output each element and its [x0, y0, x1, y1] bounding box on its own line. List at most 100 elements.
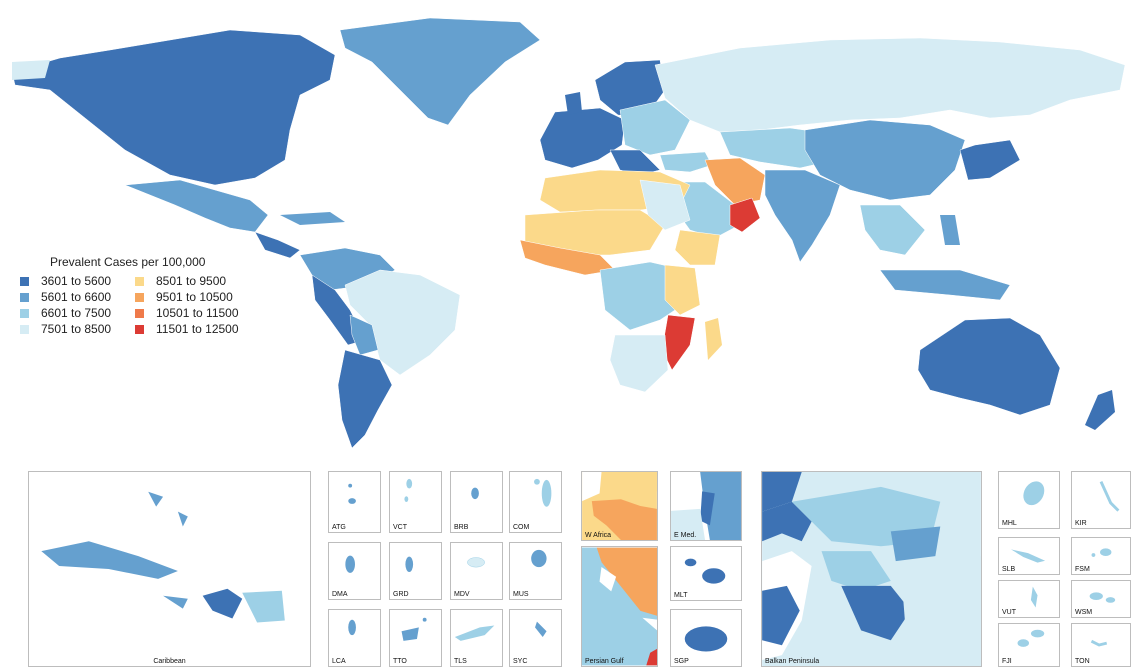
legend-entry: 5601 to 6600 [20, 289, 135, 305]
legend-entry: 3601 to 5600 [20, 273, 135, 289]
inset-sgp-label: SGP [674, 658, 689, 665]
inset-tls-label: TLS [454, 658, 467, 665]
legend-entry: 8501 to 9500 [135, 273, 265, 289]
world-choropleth-map [11, 17, 1126, 449]
inset-atg-label: ATG [332, 524, 346, 531]
inset-caribbean-map [41, 491, 285, 623]
inset-wsm-label: WSM [1075, 609, 1093, 616]
inset-brb-label: BRB [454, 524, 469, 531]
region-brazil [344, 269, 461, 376]
inset-slb: SLB [998, 537, 1060, 575]
inset-lca-label: LCA [332, 658, 346, 665]
inset-syc-label: SYC [513, 658, 528, 665]
inset-fsm: FSM [1071, 537, 1131, 575]
inset-tto: TTO [389, 609, 442, 667]
region-turkey [659, 151, 713, 173]
inset-kir-label: KIR [1075, 520, 1087, 527]
inset-sgp: SGP [670, 609, 742, 667]
region-east-africa [664, 264, 701, 316]
legend-entry: 9501 to 10500 [135, 289, 265, 305]
inset-balkan-label: Balkan Peninsula [765, 658, 820, 665]
legend-label: 3601 to 5600 [41, 274, 112, 288]
inset-caribbean: Caribbean [28, 471, 311, 667]
region-greenland [339, 17, 541, 126]
region-uk [565, 92, 582, 115]
legend-swatch [135, 324, 144, 334]
inset-mus-label: MUS [513, 591, 529, 598]
region-mexico [124, 179, 269, 233]
region-west-africa-coast [519, 239, 616, 276]
legend-label: 7501 to 8500 [41, 322, 112, 336]
inset-mhl: MHL [998, 471, 1060, 529]
inset-mdv: MDV [450, 542, 503, 600]
inset-tto-label: TTO [393, 658, 407, 665]
inset-mdv-label: MDV [454, 591, 470, 598]
inset-com-label: COM [513, 524, 530, 531]
inset-persian-gulf: Persian Gulf [581, 546, 658, 667]
region-south-asia [764, 169, 841, 263]
inset-dma: DMA [328, 542, 381, 600]
region-china [804, 119, 966, 201]
region-argentina-chile [337, 349, 393, 449]
inset-vct-label: VCT [393, 524, 407, 531]
legend-swatch [20, 308, 29, 318]
inset-caribbean-label: Caribbean [153, 658, 186, 665]
region-north-america [11, 29, 336, 186]
inset-mhl-label: MHL [1002, 520, 1017, 527]
legend-label: 8501 to 9500 [156, 274, 227, 288]
region-eastern-europe [619, 99, 691, 156]
inset-slb-label: SLB [1002, 566, 1016, 573]
inset-tls: TLS [450, 609, 503, 667]
inset-brb: BRB [450, 471, 503, 533]
region-indonesia [879, 269, 1011, 301]
legend-entry: 11501 to 12500 [135, 321, 265, 337]
region-new-zealand [1085, 390, 1115, 430]
inset-fsm-label: FSM [1075, 566, 1090, 573]
inset-e-med-label: E Med. [674, 532, 697, 539]
region-caribbean [280, 212, 345, 225]
inset-mus: MUS [509, 542, 562, 600]
region-philippines [940, 215, 960, 245]
legend-label: 6601 to 7500 [41, 306, 112, 320]
legend-entry: 7501 to 8500 [20, 321, 135, 337]
region-horn-africa [674, 229, 721, 266]
region-korea-japan [959, 139, 1021, 181]
region-iran [704, 157, 766, 206]
legend-entry: 10501 to 11500 [135, 305, 265, 321]
legend-swatch [20, 276, 29, 286]
region-oman [729, 197, 761, 233]
region-australia [917, 317, 1061, 416]
region-southeast-asia [859, 204, 926, 256]
inset-vut-label: VUT [1002, 609, 1016, 616]
legend-swatch [135, 292, 144, 302]
inset-persian-gulf-label: Persian Gulf [585, 658, 624, 665]
legend-swatch [20, 324, 29, 334]
legend-title: Prevalent Cases per 100,000 [50, 255, 206, 269]
map-legend: Prevalent Cases per 100,000 3601 to 5600… [20, 255, 265, 337]
legend-label: 10501 to 11500 [156, 306, 239, 320]
inset-grd: GRD [389, 542, 442, 600]
inset-fji-label: FJI [1002, 658, 1012, 665]
inset-mlt-label: MLT [674, 592, 688, 599]
legend-label: 5601 to 6600 [41, 290, 112, 304]
region-madagascar [705, 318, 722, 360]
inset-w-africa-label: W Africa [585, 532, 612, 539]
region-western-europe [539, 107, 626, 169]
inset-kir: KIR [1071, 471, 1131, 529]
region-southern-africa [609, 334, 669, 393]
inset-atg: ATG [328, 471, 381, 533]
legend-swatch [135, 308, 144, 318]
inset-dma-label: DMA [332, 591, 348, 598]
legend-label: 11501 to 12500 [156, 322, 239, 336]
inset-e-med: E Med. [670, 471, 742, 541]
inset-w-africa: W Africa [581, 471, 658, 541]
inset-vct: VCT [389, 471, 442, 533]
legend-entries: 3601 to 5600 8501 to 9500 5601 to 6600 9501… [20, 273, 265, 337]
inset-vut: VUT [998, 580, 1060, 618]
inset-lca: LCA [328, 609, 381, 667]
inset-syc: SYC [509, 609, 562, 667]
inset-ton: TON [1071, 623, 1131, 667]
region-central-america [254, 231, 301, 259]
region-bolivia [349, 314, 379, 356]
region-russia [654, 37, 1126, 133]
